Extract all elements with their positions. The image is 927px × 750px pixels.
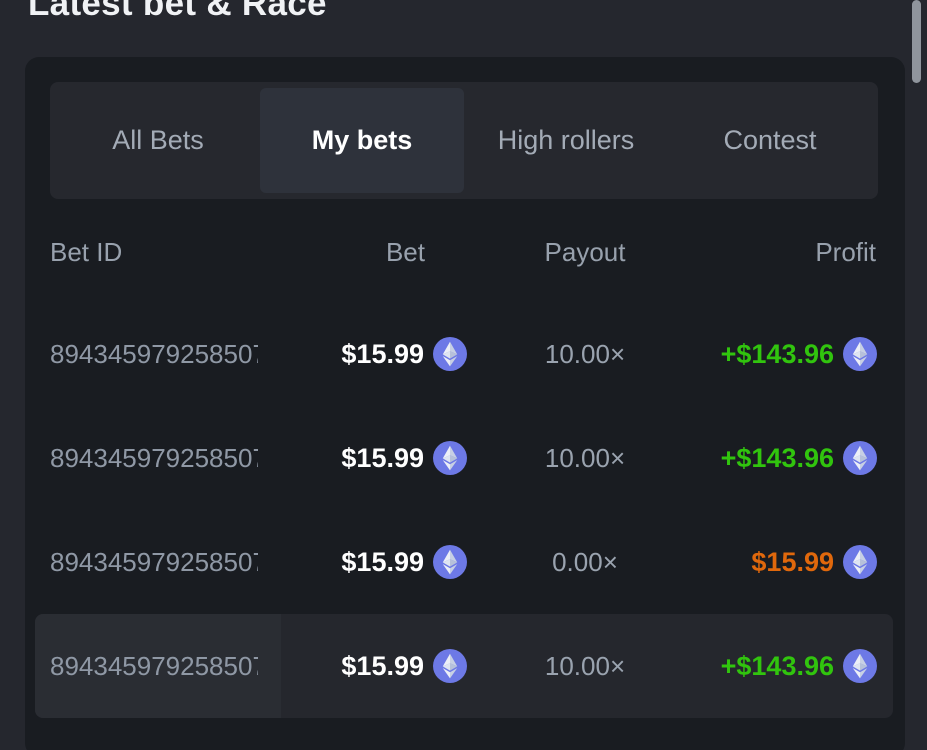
vertical-scrollbar-thumb[interactable] [912,0,921,83]
profit-cell: +$143.96 [693,441,893,475]
ethereum-icon [843,649,877,683]
profit-cell: +$143.96 [693,649,893,683]
profit-cell: +$143.96 [693,337,893,371]
profit-cell: $15.99 [693,545,893,579]
profit-value: +$143.96 [720,338,834,369]
table-row[interactable]: 894345979258507 $15.99 0.00× $15.99 [35,510,893,614]
ethereum-icon [433,337,467,371]
bets-tab-strip: All Bets My bets High rollers Contest [50,82,878,199]
bet-cell: $15.99 [281,545,477,579]
bet-id-cell: 894345979258507 [35,302,281,406]
bet-amount: $15.99 [341,650,424,681]
payout-value: 10.00× [544,442,626,473]
page-title: Latest bet & Race [28,0,327,23]
bet-cell: $15.99 [281,337,477,371]
header-profit: Profit [815,236,876,267]
tab-contest[interactable]: Contest [723,125,817,155]
profit-value: $15.99 [751,546,834,577]
bet-cell: $15.99 [281,441,477,475]
bet-id-cell: 894345979258507 [35,510,281,614]
tab-my-bets[interactable]: My bets [260,88,464,193]
table-header-row: Bet ID Bet Payout Profit [35,202,893,302]
header-bet-id: Bet ID [50,236,123,267]
header-payout: Payout [544,236,626,267]
profit-value: +$143.96 [720,442,834,473]
ethereum-icon [433,649,467,683]
table-row[interactable]: 894345979258507 $15.99 10.00× +$143.96 [35,406,893,510]
bet-amount: $15.99 [341,338,424,369]
bet-id-value: 894345979258507 [50,650,258,681]
ethereum-icon [433,545,467,579]
table-row[interactable]: 894345979258507 $15.99 10.00× +$143.96 [35,614,893,718]
bet-amount: $15.99 [341,546,424,577]
ethereum-icon [433,441,467,475]
payout-value: 10.00× [544,650,626,681]
bet-id-cell: 894345979258507 [35,614,281,718]
payout-value: 0.00× [552,546,618,577]
payout-value: 10.00× [544,338,626,369]
ethereum-icon [843,337,877,371]
bet-id-cell: 894345979258507 [35,406,281,510]
ethereum-icon [843,441,877,475]
ethereum-icon [843,545,877,579]
bet-id-value: 894345979258507 [50,546,258,577]
bet-cell: $15.99 [281,649,477,683]
header-bet: Bet [385,236,425,267]
tab-all-bets[interactable]: All Bets [112,125,204,155]
bet-id-value: 894345979258507 [50,442,258,473]
bet-id-value: 894345979258507 [50,338,258,369]
tab-high-rollers[interactable]: High rollers [497,125,635,155]
latest-bets-panel: All Bets My bets High rollers Contest Be… [25,57,905,750]
profit-value: +$143.96 [720,650,834,681]
table-row[interactable]: 894345979258507 $15.99 10.00× +$143.96 [35,302,893,406]
bets-table: Bet ID Bet Payout Profit 894345979258507… [35,202,893,718]
bet-amount: $15.99 [341,442,424,473]
